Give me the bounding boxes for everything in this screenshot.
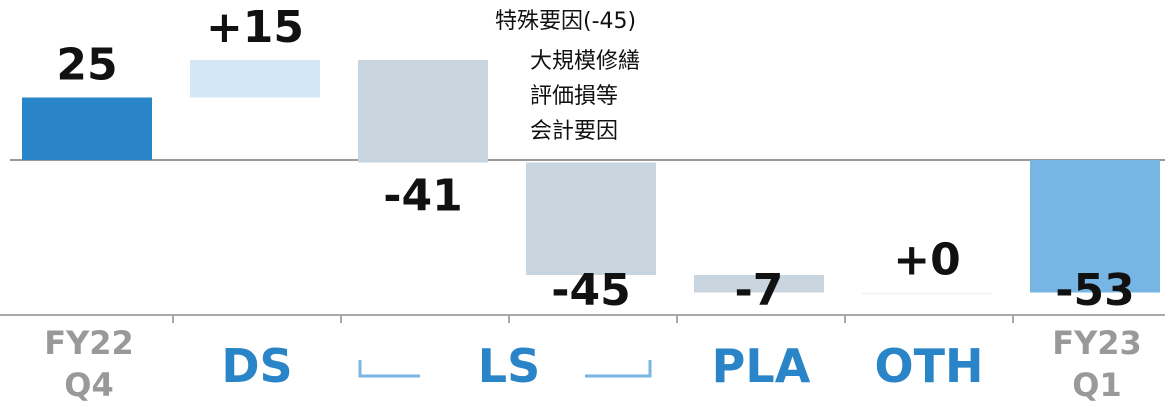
value-label: -45 xyxy=(551,265,631,316)
x-tick-label: LS xyxy=(477,339,541,393)
value-label: 25 xyxy=(56,40,117,91)
bar xyxy=(190,60,320,98)
bar xyxy=(694,275,824,293)
value-label: +15 xyxy=(206,2,304,53)
annotation-title: 特殊要因(-45) xyxy=(495,9,636,34)
value-label: -53 xyxy=(1055,265,1135,316)
x-tick-label: OTH xyxy=(874,339,984,393)
value-label: -7 xyxy=(735,265,784,316)
bar xyxy=(1030,160,1160,293)
x-tick-label: PLA xyxy=(711,339,811,393)
bar xyxy=(862,292,992,295)
x-tick-label: FY22 Q4 xyxy=(44,324,134,404)
annotation-line: 会計要因 xyxy=(530,119,618,144)
value-label: +0 xyxy=(893,235,960,286)
bar xyxy=(358,60,488,163)
annotation-line: 大規模修繕 xyxy=(530,49,640,74)
group-bracket xyxy=(358,360,652,378)
value-label: -41 xyxy=(383,171,463,222)
x-tick-label: FY23 Q1 xyxy=(1052,324,1142,404)
bar xyxy=(526,162,656,275)
bar xyxy=(22,97,152,160)
x-tick-label: DS xyxy=(221,339,293,393)
annotation-line: 評価損等 xyxy=(530,84,618,109)
